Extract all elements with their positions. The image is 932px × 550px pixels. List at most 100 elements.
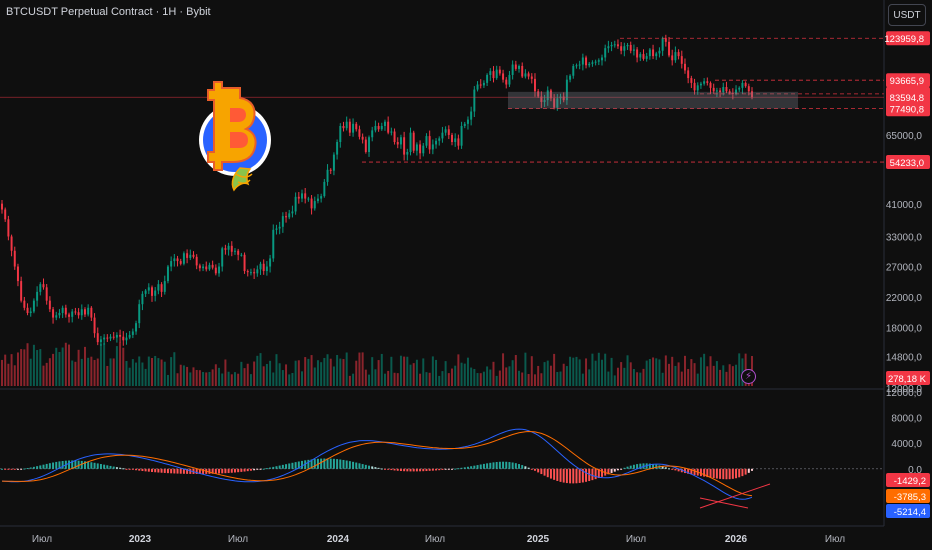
macd-histogram-bar (441, 468, 444, 470)
candle (233, 250, 236, 252)
macd-histogram-bar (16, 468, 19, 470)
candle (518, 65, 521, 69)
candle (527, 73, 530, 77)
macd-histogram-bar (68, 460, 71, 469)
macd-histogram-bar (233, 468, 236, 473)
volume-bar (32, 344, 35, 386)
volume-bar (138, 356, 141, 386)
volume-bar (1, 359, 3, 386)
time-tick-label: 2025 (527, 534, 550, 545)
candle (447, 129, 450, 135)
volume-bar (591, 353, 594, 386)
candle (348, 121, 351, 133)
volume-bar (639, 372, 642, 386)
macd-histogram-bar (237, 468, 240, 473)
volume-bar (588, 369, 591, 386)
volume-bar (339, 358, 342, 386)
price-tick-label: 33000,0 (886, 232, 923, 243)
macd-histogram-bar (553, 468, 556, 480)
volume-bar (166, 374, 169, 386)
macd-histogram-bar (294, 462, 297, 469)
volume-bar (377, 360, 380, 386)
macd-histogram-bar (262, 468, 265, 470)
volume-bar (272, 372, 275, 386)
volume-bar (253, 361, 256, 386)
volume-bar (74, 361, 77, 386)
currency-selector[interactable]: USDT (888, 4, 926, 26)
candle (396, 142, 399, 145)
volume-bar (291, 373, 294, 386)
candle (93, 317, 96, 334)
candle (304, 193, 307, 199)
volume-bar (674, 365, 677, 386)
macd-histogram-bar (55, 461, 58, 469)
macd-histogram-bar (623, 467, 626, 469)
volume-bar (556, 371, 559, 386)
volume-bar (438, 375, 441, 386)
macd-histogram-bar (166, 468, 169, 474)
candle (218, 266, 221, 274)
candle (652, 49, 655, 57)
bitcoin-logo-icon (199, 81, 271, 192)
candle (607, 46, 610, 49)
macd-tick-label: 0,0 (908, 465, 922, 476)
macd-histogram-bar (138, 468, 141, 471)
macd-histogram-bar (20, 468, 23, 470)
macd-histogram-bar (537, 468, 540, 473)
volume-bar (249, 374, 252, 386)
lightning-icon[interactable]: ⚡ (741, 369, 756, 384)
macd-histogram-bar (556, 468, 559, 481)
candle (482, 82, 485, 86)
macd-histogram-bar (348, 461, 351, 469)
price-tick-label: 18000,0 (886, 323, 923, 334)
macd-histogram-bar (629, 465, 632, 469)
macd-histogram-bar (431, 468, 434, 471)
macd-histogram-bar (751, 468, 753, 471)
candle (537, 91, 540, 97)
macd-histogram-bar (106, 465, 109, 469)
volume-bar (275, 354, 278, 386)
volume-bar (460, 362, 463, 386)
macd-histogram-bar (591, 468, 594, 481)
macd-histogram-bar (655, 464, 658, 469)
volume-bar (288, 374, 291, 386)
candle (55, 315, 58, 318)
macd-histogram-bar (479, 464, 482, 469)
candle (176, 258, 179, 262)
volume-bar (562, 363, 565, 386)
macd-histogram-bar (399, 468, 402, 472)
volume-bar (211, 369, 214, 386)
macd-histogram-bar (288, 463, 291, 469)
candle (562, 96, 565, 101)
time-tick-label: 2023 (129, 534, 152, 545)
macd-histogram-bar (460, 467, 463, 469)
candle (575, 65, 578, 67)
volume-bar (482, 371, 485, 386)
macd-histogram-bar (699, 468, 702, 477)
macd-histogram-bar (495, 462, 498, 469)
candle (706, 81, 709, 83)
candle (412, 132, 415, 151)
macd-histogram-bar (336, 459, 339, 469)
volume-bar (278, 363, 281, 386)
candle (166, 266, 169, 282)
macd-histogram-bar (1, 468, 3, 470)
volume-bar (549, 365, 552, 386)
volume-bar (310, 355, 313, 386)
volume-bar (380, 353, 383, 386)
support-zone (508, 91, 798, 109)
candle (179, 261, 182, 264)
volume-bar (693, 363, 696, 386)
candle (320, 196, 323, 199)
volume-bar (447, 373, 450, 386)
volume-bar (470, 367, 473, 386)
macd-histogram-bar (278, 465, 281, 469)
candle (699, 83, 702, 86)
volume-bar (13, 365, 16, 386)
candle (406, 151, 409, 155)
volume-bar (569, 356, 572, 386)
macd-histogram-bar (438, 468, 441, 471)
volume-bar (725, 371, 728, 386)
macd-histogram-bar (489, 462, 492, 469)
